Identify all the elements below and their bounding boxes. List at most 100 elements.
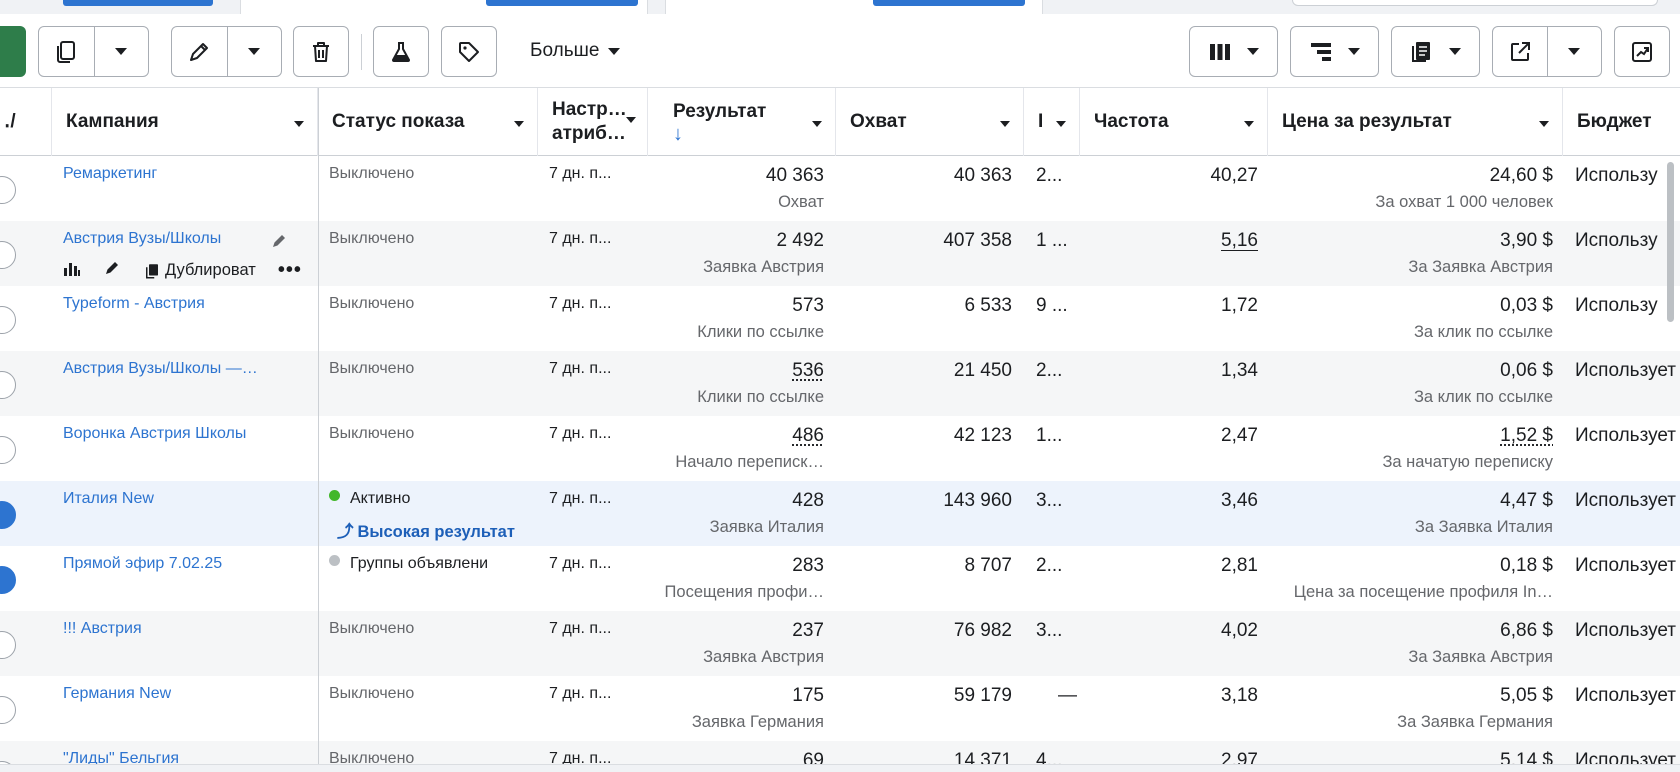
row-checkbox[interactable] (0, 371, 16, 399)
pencil-icon[interactable] (270, 232, 288, 255)
cost-label: За Заявка Италия (1415, 518, 1553, 537)
chevron-down-icon[interactable] (999, 120, 1011, 128)
export-icon[interactable] (1493, 27, 1548, 76)
chevron-down-icon[interactable] (625, 116, 637, 124)
result-label: Охват (778, 193, 824, 212)
frequency-value: 40,27 (1210, 165, 1258, 187)
table-row[interactable]: Германия New Выключено 7 дн. п... 175 Заявка… (0, 676, 1680, 741)
campaign-name-link[interactable]: Typeform - Австрия (63, 295, 205, 313)
budget-value: Использует (1575, 620, 1676, 642)
table-row[interactable]: Италия New Активно ⤴ Высокая результат 7 дн.… (0, 481, 1680, 546)
column-header-result[interactable]: Результат ↓ (648, 88, 836, 156)
attribution-text: 7 дн. п... (549, 230, 611, 248)
row-checkbox[interactable] (0, 436, 16, 464)
top-tab-indicator[interactable] (873, 0, 1025, 6)
column-header-budget[interactable]: Бюджет (1563, 88, 1680, 156)
more-button[interactable]: Больше (530, 40, 621, 62)
column-header-reach[interactable]: Охват (836, 88, 1024, 156)
result-cell: 237 Заявка Австрия (648, 611, 824, 676)
result-label: Заявка Италия (710, 518, 824, 537)
row-checkbox[interactable] (0, 306, 16, 334)
search-input[interactable] (1292, 0, 1658, 6)
table-row[interactable]: !!! Австрия Выключено 7 дн. п... 237 Заявка … (0, 611, 1680, 676)
performance-text: Высокая результат (358, 523, 515, 541)
row-actions: Дублироват ••• (63, 259, 302, 282)
budget-value: Использует (1575, 425, 1676, 447)
select-all-header[interactable]: ․/ (0, 88, 52, 156)
cost-value: 5,05 $ (1500, 685, 1553, 707)
column-header-frequency[interactable]: Частота (1080, 88, 1268, 156)
table-row[interactable]: Ремаркетинг Выключено 7 дн. п... 40 363 Охва… (0, 156, 1680, 221)
budget-cell: Использует (1575, 416, 1680, 481)
tag-button[interactable] (441, 26, 497, 77)
column-header-attribution[interactable]: Настр… атриб… (538, 88, 648, 156)
row-checkbox[interactable] (0, 696, 16, 724)
campaign-name-link[interactable]: Австрия Вузы/Школы (63, 230, 221, 248)
column-header-cost-per-result[interactable]: Цена за результат (1268, 88, 1563, 156)
campaign-name-link[interactable]: Ремаркетинг (63, 165, 157, 183)
budget-cell: Использу (1575, 221, 1680, 286)
more-options-icon[interactable]: ••• (278, 259, 302, 282)
chevron-down-icon[interactable] (513, 120, 525, 128)
chevron-down-icon[interactable] (228, 27, 282, 76)
table-row[interactable]: Воронка Австрия Школы Выключено 7 дн. п...… (0, 416, 1680, 481)
chevron-down-icon[interactable] (1538, 120, 1550, 128)
column-label: Настр… атриб… (552, 98, 627, 146)
result-cell: 175 Заявка Германия (648, 676, 824, 741)
duplicate-icon[interactable] (39, 27, 95, 76)
column-header-status[interactable]: Статус показа (318, 88, 538, 156)
row-checkbox[interactable] (0, 631, 16, 659)
vertical-scrollbar[interactable] (1667, 162, 1674, 322)
impressions-value: 2... (1036, 360, 1062, 382)
campaign-name-link[interactable]: Воронка Австрия Школы (63, 425, 246, 443)
row-checkbox[interactable] (0, 566, 16, 594)
table-row[interactable]: Австрия Вузы/Школы Дублироват ••• Выключено… (0, 221, 1680, 286)
horizontal-scrollbar[interactable] (0, 764, 1680, 772)
export-button[interactable] (1492, 26, 1602, 77)
pencil-icon[interactable] (172, 27, 228, 76)
top-tab-indicator[interactable] (486, 0, 638, 6)
charts-button[interactable] (1614, 26, 1670, 77)
column-header-impressions[interactable]: I (1024, 88, 1080, 156)
frequency-value: 3,46 (1221, 490, 1258, 512)
frequency-value: 1,72 (1221, 295, 1258, 317)
campaign-name-link[interactable]: Австрия Вузы/Школы —… (63, 360, 258, 378)
ab-test-button[interactable] (373, 26, 429, 77)
create-button[interactable] (0, 26, 26, 77)
campaign-name-link[interactable]: !!! Австрия (63, 620, 142, 638)
columns-button[interactable] (1189, 26, 1278, 77)
performance-badge[interactable]: ⤴ Высокая результат (337, 518, 515, 542)
bar-chart-icon[interactable] (63, 260, 81, 281)
chevron-down-icon[interactable] (95, 27, 149, 76)
row-checkbox[interactable] (0, 501, 16, 529)
frequency-value: 4,02 (1221, 620, 1258, 642)
chevron-down-icon[interactable] (1243, 120, 1255, 128)
top-tab-indicator[interactable] (63, 0, 213, 6)
attribution-text: 7 дн. п... (549, 490, 611, 508)
delete-button[interactable] (293, 26, 349, 77)
result-label: Начало переписк… (675, 453, 824, 472)
campaign-name-link[interactable]: Италия New (63, 490, 154, 508)
edit-button[interactable] (171, 26, 282, 77)
campaign-name-link[interactable]: Германия New (63, 685, 171, 703)
budget-value: Использует (1575, 490, 1676, 512)
duplicate-button[interactable] (38, 26, 149, 77)
chevron-down-icon[interactable] (1548, 27, 1602, 76)
duplicate-action[interactable]: Дублироват (143, 261, 256, 280)
table-row[interactable]: Прямой эфир 7.02.25 Группы объявлени 7 дн.… (0, 546, 1680, 611)
pencil-icon[interactable] (103, 259, 121, 282)
table-row[interactable]: Австрия Вузы/Школы —… Выключено 7 дн. п...… (0, 351, 1680, 416)
row-checkbox[interactable] (0, 176, 16, 204)
campaign-name-link[interactable]: Прямой эфир 7.02.25 (63, 555, 222, 573)
impressions-value: 3... (1036, 490, 1062, 512)
table-row[interactable]: Typeform - Австрия Выключено 7 дн. п... 573… (0, 286, 1680, 351)
row-checkbox[interactable] (0, 241, 16, 269)
breakdown-button[interactable] (1290, 26, 1379, 77)
chevron-down-icon[interactable] (293, 120, 305, 128)
reports-button[interactable] (1391, 26, 1480, 77)
result-label: Клики по ссылке (697, 323, 824, 342)
chevron-down-icon[interactable] (1055, 120, 1067, 128)
result-value: 536 (792, 360, 824, 382)
chevron-down-icon[interactable] (811, 120, 823, 128)
column-header-campaign[interactable]: Кампания (52, 88, 318, 156)
